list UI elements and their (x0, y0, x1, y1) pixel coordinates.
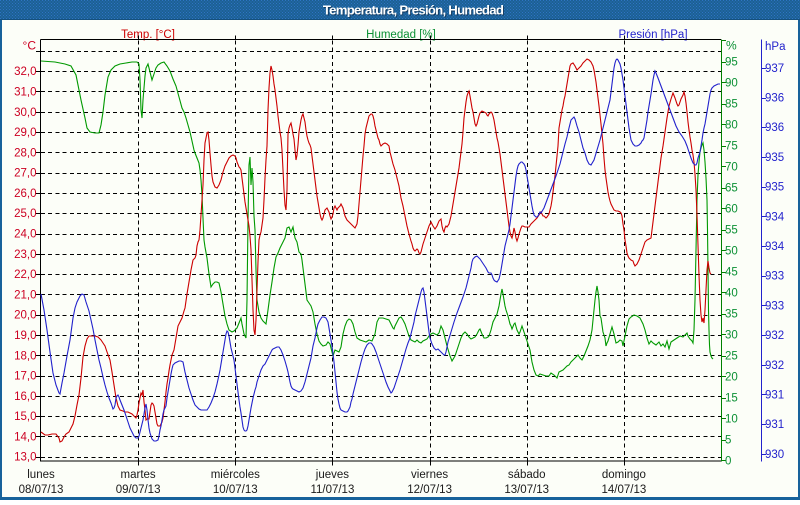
svg-text:08/07/13: 08/07/13 (19, 484, 64, 496)
svg-text:Temperatura, Presión, Humedad: Temperatura, Presión, Humedad (323, 3, 504, 18)
svg-text:90: 90 (725, 78, 738, 90)
svg-text:0: 0 (725, 456, 731, 468)
svg-text:937: 937 (765, 63, 784, 75)
svg-text:15: 15 (725, 393, 738, 405)
svg-text:14/07/13: 14/07/13 (602, 484, 647, 496)
svg-text:932: 932 (765, 330, 784, 342)
svg-text:80: 80 (725, 120, 738, 132)
svg-text:viernes: viernes (411, 469, 448, 481)
svg-text:934: 934 (765, 241, 785, 253)
svg-text:jueves: jueves (315, 469, 349, 481)
svg-text:931: 931 (765, 419, 784, 431)
svg-text:5: 5 (725, 435, 731, 447)
svg-text:930: 930 (765, 449, 784, 461)
svg-text:27,0: 27,0 (14, 168, 36, 180)
svg-text:25,0: 25,0 (14, 208, 36, 220)
svg-text:20: 20 (725, 372, 738, 384)
svg-text:931: 931 (765, 390, 784, 402)
svg-text:50: 50 (725, 246, 738, 258)
svg-text:933: 933 (765, 300, 784, 312)
svg-text:Humedad [%]: Humedad [%] (366, 29, 436, 41)
svg-text:Presión [hPa]: Presión [hPa] (618, 29, 687, 41)
svg-text:24,0: 24,0 (14, 229, 36, 241)
svg-text:75: 75 (725, 141, 738, 153)
svg-text:26,0: 26,0 (14, 188, 36, 200)
svg-text:95: 95 (725, 57, 738, 69)
svg-text:30,0: 30,0 (14, 107, 36, 119)
svg-text:32,0: 32,0 (14, 66, 36, 78)
svg-text:14,0: 14,0 (14, 431, 36, 443)
svg-text:10: 10 (725, 414, 738, 426)
svg-text:22,0: 22,0 (14, 269, 36, 281)
svg-text:31,0: 31,0 (14, 87, 36, 99)
svg-text:18,0: 18,0 (14, 350, 36, 362)
svg-text:60: 60 (725, 204, 738, 216)
svg-text:domingo: domingo (602, 469, 646, 481)
svg-text:28,0: 28,0 (14, 147, 36, 159)
svg-text:25: 25 (725, 351, 738, 363)
svg-text:15,0: 15,0 (14, 411, 36, 423)
svg-text:936: 936 (765, 122, 784, 134)
svg-text:45: 45 (725, 267, 738, 279)
svg-text:934: 934 (765, 211, 785, 223)
svg-text:12/07/13: 12/07/13 (407, 484, 452, 496)
svg-text:70: 70 (725, 162, 738, 174)
svg-text:martes: martes (121, 469, 156, 481)
svg-text:935: 935 (765, 182, 784, 194)
svg-text:20,0: 20,0 (14, 310, 36, 322)
svg-text:17,0: 17,0 (14, 371, 36, 383)
svg-text:11/07/13: 11/07/13 (310, 484, 354, 496)
svg-text:%: % (726, 39, 737, 53)
svg-text:13,0: 13,0 (14, 452, 36, 464)
svg-text:16,0: 16,0 (14, 391, 36, 403)
svg-text:55: 55 (725, 225, 738, 237)
svg-text:19,0: 19,0 (14, 330, 36, 342)
svg-text:933: 933 (765, 271, 784, 283)
svg-text:13/07/13: 13/07/13 (504, 484, 549, 496)
svg-text:09/07/13: 09/07/13 (116, 484, 161, 496)
svg-text:35: 35 (725, 309, 738, 321)
svg-text:932: 932 (765, 360, 784, 372)
svg-text:hPa: hPa (765, 41, 786, 53)
svg-text:40: 40 (725, 288, 738, 300)
svg-text:°C: °C (23, 39, 37, 53)
svg-text:lunes: lunes (27, 469, 55, 481)
svg-text:10/07/13: 10/07/13 (213, 484, 258, 496)
svg-text:85: 85 (725, 99, 738, 111)
svg-text:65: 65 (725, 183, 738, 195)
svg-text:936: 936 (765, 93, 784, 105)
svg-text:Temp. [°C]: Temp. [°C] (121, 29, 175, 41)
svg-text:30: 30 (725, 330, 738, 342)
svg-text:29,0: 29,0 (14, 127, 36, 139)
svg-text:23,0: 23,0 (14, 249, 36, 261)
svg-text:21,0: 21,0 (14, 289, 36, 301)
svg-text:935: 935 (765, 152, 784, 164)
svg-text:sábado: sábado (508, 469, 546, 481)
svg-text:miércoles: miércoles (211, 469, 260, 481)
